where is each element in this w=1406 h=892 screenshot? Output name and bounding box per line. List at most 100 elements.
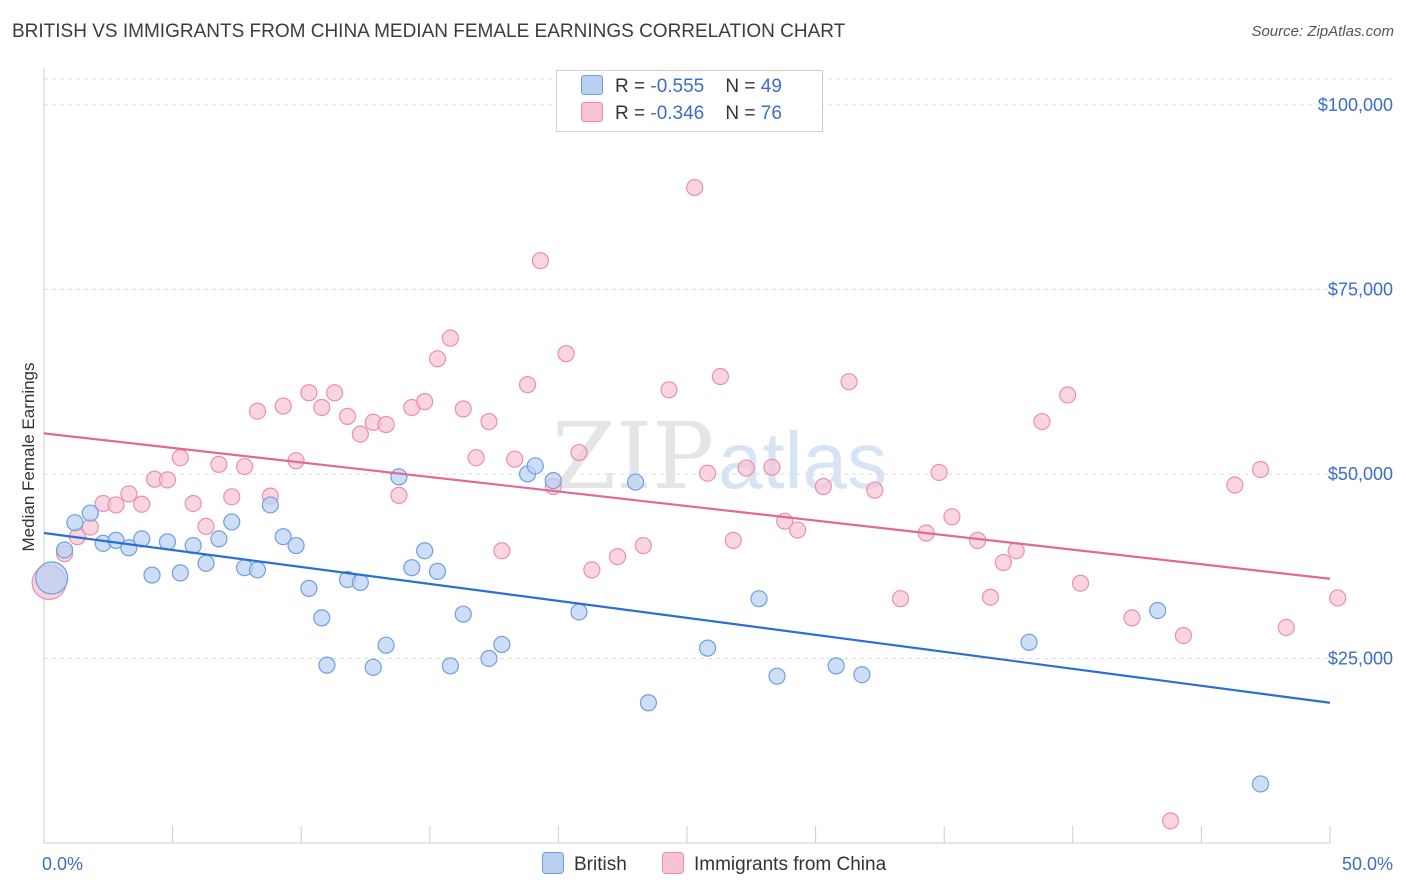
china-point-21 — [313, 398, 331, 417]
british-point-42 — [750, 590, 768, 608]
chart-title: BRITISH VS IMMIGRANTS FROM CHINA MEDIAN … — [12, 21, 846, 42]
china-point-60 — [943, 508, 961, 526]
china-point-20 — [300, 384, 318, 402]
british-point-18 — [274, 528, 292, 546]
china-point-10 — [171, 449, 189, 467]
china-point-11 — [184, 494, 202, 513]
china-point-47 — [698, 464, 717, 482]
bottom-china-label: Immigrants from China — [694, 854, 887, 875]
british-point-37 — [544, 471, 562, 490]
british-point-24 — [351, 573, 369, 592]
china-n-label: N = — [725, 103, 761, 124]
china-point-69 — [1161, 812, 1180, 830]
british-point-48 — [1251, 775, 1270, 793]
china-point-32 — [454, 400, 472, 418]
china-point-41 — [570, 443, 588, 462]
china-point-35 — [493, 542, 511, 560]
china-point-55 — [840, 373, 858, 391]
bottom-china-swatch — [662, 852, 684, 874]
british-point-12 — [197, 554, 215, 572]
y-tick-label-75000: $75,000 — [1328, 279, 1393, 299]
china-point-45 — [660, 381, 678, 399]
british-point-13 — [210, 530, 228, 548]
bottom-legend-china: Immigrants from China — [662, 852, 886, 876]
british-point-8 — [143, 566, 161, 584]
y-tick-label-25000: $25,000 — [1328, 648, 1393, 668]
china-point-57 — [891, 590, 910, 608]
british-point-1 — [55, 541, 74, 559]
bottom-british-label: British — [574, 854, 627, 875]
bottom-legend-british: British — [542, 852, 627, 876]
china-point-46 — [686, 178, 704, 197]
china-point-67 — [1071, 574, 1090, 592]
british-point-40 — [639, 694, 658, 712]
british-trend-line — [43, 531, 1331, 704]
china-point-43 — [608, 548, 627, 566]
british-point-10 — [171, 564, 189, 582]
china-point-65 — [1033, 412, 1051, 431]
china-point-12 — [197, 517, 215, 535]
china-point-72 — [1251, 460, 1270, 479]
bottom-british-swatch — [542, 852, 564, 874]
china-point-24 — [351, 425, 369, 443]
stats-legend: R = -0.555 N = 49 R = -0.346 N = 76 — [556, 70, 823, 132]
x-ticks — [43, 826, 1331, 843]
china-point-44 — [634, 536, 652, 555]
british-point-22 — [318, 656, 336, 674]
china-point-42 — [583, 561, 601, 579]
china-point-51 — [763, 458, 781, 476]
china-point-49 — [724, 531, 742, 549]
y-tick-label-100000: $100,000 — [1318, 95, 1393, 115]
china-point-13 — [210, 455, 228, 473]
british-point-21 — [313, 609, 331, 627]
china-point-30 — [428, 350, 447, 368]
british-point-16 — [248, 561, 267, 579]
china-point-31 — [441, 329, 459, 347]
china-point-62 — [981, 588, 1000, 606]
british-point-25 — [364, 658, 382, 676]
british-point-33 — [480, 649, 498, 668]
british-n-label: N = — [725, 76, 761, 97]
china-point-40 — [557, 345, 575, 363]
china-r-value: -0.346 — [650, 103, 705, 124]
china-point-63 — [994, 553, 1012, 572]
china-point-50 — [737, 459, 755, 477]
china-point-64 — [1007, 542, 1025, 560]
china-point-6 — [120, 485, 138, 503]
china-point-29 — [416, 393, 434, 411]
british-point-28 — [403, 559, 421, 577]
china-point-23 — [338, 407, 357, 425]
british-point-20 — [300, 579, 318, 597]
china-swatch — [581, 102, 603, 122]
british-point-46 — [1020, 633, 1038, 651]
china-point-66 — [1059, 386, 1077, 404]
watermark: ZIP atlas — [552, 403, 887, 510]
trend-lines — [43, 432, 1331, 704]
british-point-43 — [768, 667, 786, 685]
y-axis-title: Median Female Earnings — [19, 363, 38, 552]
china-point-73 — [1277, 618, 1295, 637]
source-label: Source: ZipAtlas.com — [1251, 23, 1394, 40]
british-point-44 — [827, 657, 845, 675]
y-tick-label-50000: $50,000 — [1328, 464, 1393, 484]
british-point-17 — [261, 496, 279, 514]
british-r-value: -0.555 — [650, 76, 705, 97]
british-point-47 — [1149, 601, 1167, 620]
china-point-36 — [506, 450, 524, 468]
china-point-5 — [107, 496, 125, 514]
china-point-54 — [814, 477, 832, 496]
china-point-7 — [133, 495, 151, 513]
british-point-29 — [416, 542, 434, 560]
british-point-19 — [287, 536, 305, 555]
china-point-22 — [326, 384, 344, 402]
china-point-74 — [1329, 589, 1347, 607]
china-point-48 — [711, 367, 730, 386]
british-points — [35, 457, 1270, 793]
china-r-label: R = — [615, 103, 651, 124]
china-point-59 — [930, 463, 948, 482]
china-point-14 — [223, 488, 241, 506]
british-point-27 — [390, 468, 408, 486]
y-tick-labels: $25,000 $50,000 $75,000 $100,000 — [1318, 95, 1393, 669]
british-n-value: 49 — [760, 76, 782, 97]
